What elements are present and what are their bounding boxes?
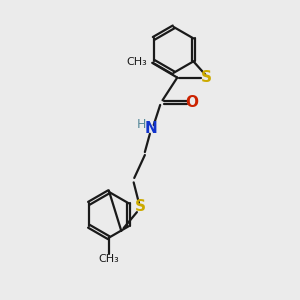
Text: S: S [135,199,146,214]
Text: H: H [136,118,146,131]
Text: O: O [185,95,199,110]
Text: S: S [201,70,212,85]
Text: CH₃: CH₃ [127,57,147,67]
Text: N: N [144,121,157,136]
Text: CH₃: CH₃ [98,254,119,264]
